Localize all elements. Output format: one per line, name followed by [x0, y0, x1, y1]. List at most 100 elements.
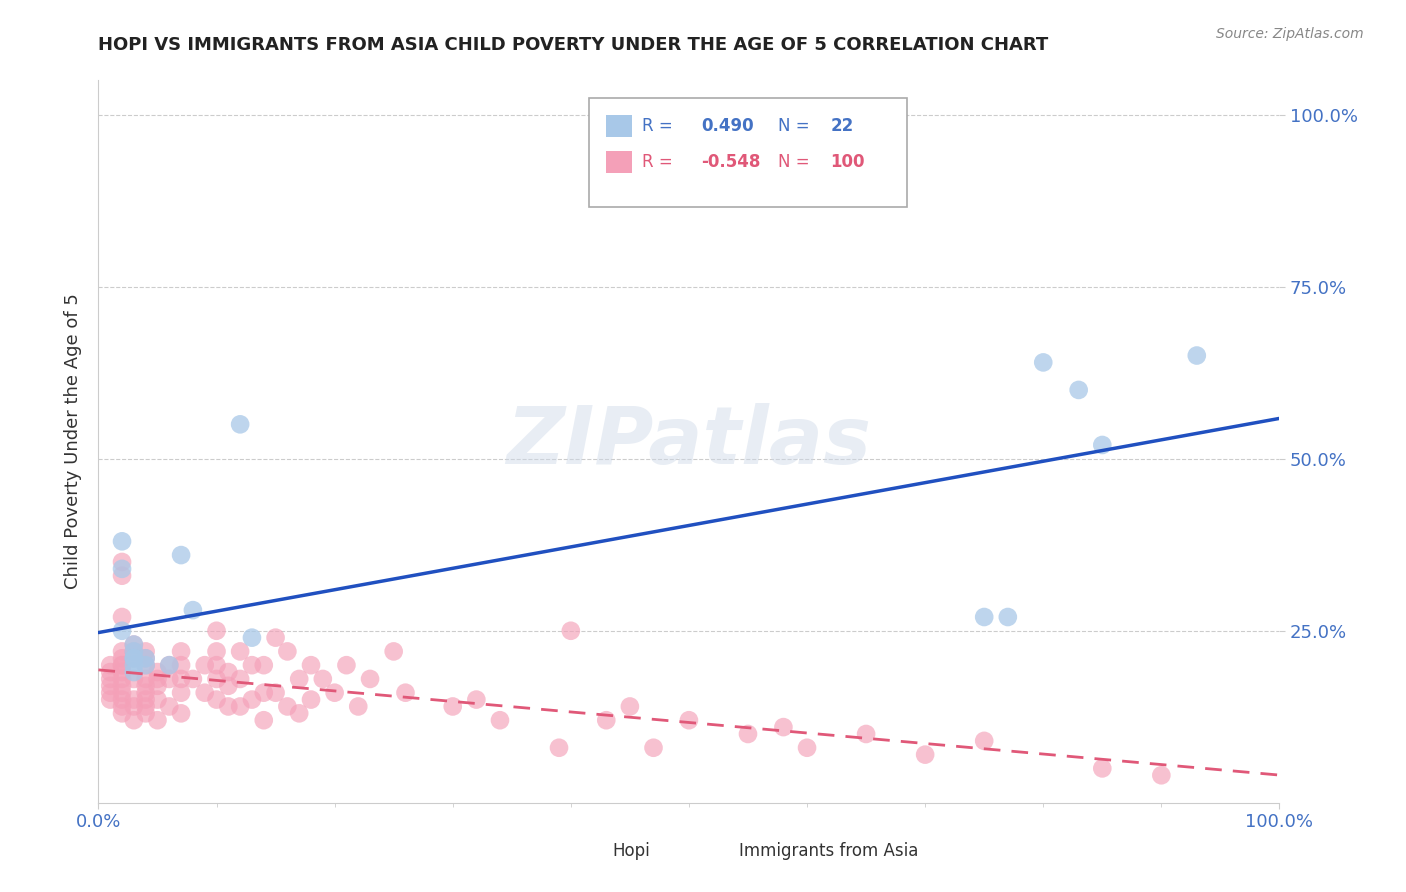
Point [98, 686, 121, 700]
Y-axis label: Child Poverty Under the Age of 5: Child Poverty Under the Age of 5 [63, 293, 82, 590]
Point [796, 740, 818, 755]
Point [264, 631, 287, 645]
Point [914, 747, 936, 762]
Bar [700, 843, 727, 861]
Text: ZIPatlas: ZIPatlas [506, 402, 872, 481]
Point [111, 679, 134, 693]
Point [135, 706, 157, 721]
Point [111, 672, 134, 686]
Point [122, 665, 145, 679]
Point [122, 699, 145, 714]
Point [122, 651, 145, 665]
Point [335, 658, 357, 673]
Point [135, 651, 157, 665]
Point [1091, 761, 1114, 775]
Point [111, 699, 134, 714]
Point [997, 610, 1019, 624]
Point [111, 686, 134, 700]
Point [240, 658, 263, 673]
Bar [606, 151, 633, 173]
Point [205, 644, 228, 658]
Point [560, 624, 582, 638]
Point [135, 658, 157, 673]
Text: R =: R = [641, 153, 672, 171]
Point [135, 672, 157, 686]
Point [111, 568, 134, 582]
Point [122, 644, 145, 658]
Point [111, 534, 134, 549]
Text: 22: 22 [831, 117, 853, 135]
Point [146, 679, 169, 693]
Point [217, 699, 239, 714]
Point [678, 713, 700, 727]
Point [157, 699, 180, 714]
Point [111, 692, 134, 706]
Point [135, 699, 157, 714]
Point [146, 713, 169, 727]
Point [111, 644, 134, 658]
Text: N =: N = [778, 153, 808, 171]
Point [441, 699, 464, 714]
Point [1091, 438, 1114, 452]
Point [489, 713, 512, 727]
Point [205, 672, 228, 686]
Point [1150, 768, 1173, 782]
Text: 100: 100 [831, 153, 865, 171]
Point [146, 672, 169, 686]
Point [181, 672, 204, 686]
Point [229, 672, 252, 686]
Point [229, 417, 252, 432]
Point [170, 686, 193, 700]
Point [122, 651, 145, 665]
Point [465, 692, 488, 706]
Point [98, 658, 121, 673]
Point [122, 713, 145, 727]
Point [135, 679, 157, 693]
Point [240, 631, 263, 645]
Point [170, 644, 193, 658]
Point [288, 672, 311, 686]
Point [170, 548, 193, 562]
Text: R =: R = [641, 117, 672, 135]
Point [347, 699, 370, 714]
Point [394, 686, 416, 700]
Point [194, 658, 217, 673]
Point [111, 658, 134, 673]
Point [111, 562, 134, 576]
Point [146, 692, 169, 706]
Point [772, 720, 794, 734]
Text: 0.490: 0.490 [700, 117, 754, 135]
Point [299, 692, 322, 706]
Text: Source: ZipAtlas.com: Source: ZipAtlas.com [1216, 27, 1364, 41]
Point [276, 699, 298, 714]
Point [217, 679, 239, 693]
Point [157, 672, 180, 686]
Point [229, 644, 252, 658]
Point [111, 706, 134, 721]
Point [205, 624, 228, 638]
Text: HOPI VS IMMIGRANTS FROM ASIA CHILD POVERTY UNDER THE AGE OF 5 CORRELATION CHART: HOPI VS IMMIGRANTS FROM ASIA CHILD POVER… [98, 36, 1049, 54]
Point [737, 727, 759, 741]
Point [253, 713, 276, 727]
Point [122, 692, 145, 706]
Point [98, 692, 121, 706]
Point [170, 672, 193, 686]
Point [111, 610, 134, 624]
Point [122, 638, 145, 652]
Point [253, 658, 276, 673]
Point [122, 638, 145, 652]
Point [135, 651, 157, 665]
Point [98, 672, 121, 686]
Point [157, 658, 180, 673]
Bar [606, 115, 633, 136]
Point [135, 686, 157, 700]
Point [1185, 349, 1208, 363]
Point [194, 686, 217, 700]
Point [135, 658, 157, 673]
Point [170, 658, 193, 673]
Text: -0.548: -0.548 [700, 153, 761, 171]
Point [595, 713, 617, 727]
Point [240, 692, 263, 706]
Point [135, 644, 157, 658]
Point [643, 740, 665, 755]
